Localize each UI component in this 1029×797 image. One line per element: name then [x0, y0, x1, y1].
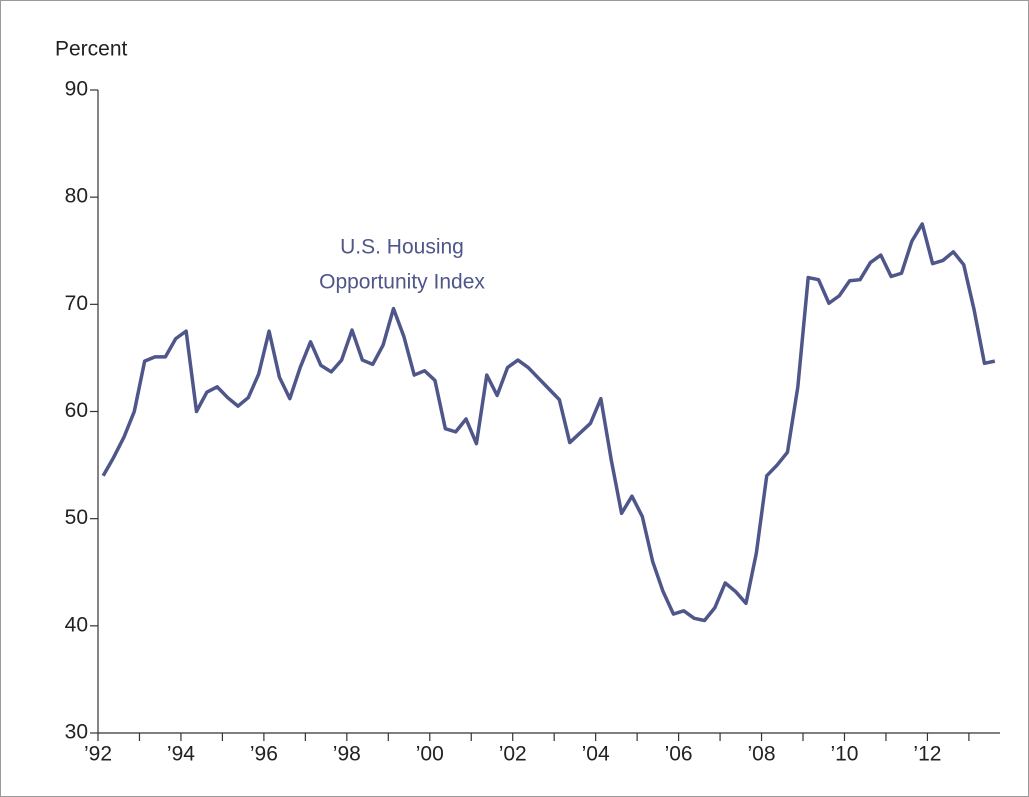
x-tick-label: ’06	[665, 743, 693, 766]
x-tick-label: ’10	[830, 743, 858, 766]
x-tick-label: ’98	[333, 743, 361, 766]
x-tick-label: ’02	[499, 743, 527, 766]
data-line	[101, 222, 996, 623]
y-tick-label: 90	[65, 78, 88, 101]
x-tick-label: ’94	[167, 743, 195, 766]
annotation: U.S. Housing	[340, 236, 464, 259]
x-tick-label: ’08	[748, 743, 776, 766]
x-tick-label: ’12	[913, 743, 941, 766]
x-tick-label: ’92	[84, 743, 112, 766]
x-tick-label: ’04	[582, 743, 610, 766]
y-axis-label: Percent	[55, 38, 128, 61]
y-tick-label: 40	[65, 613, 88, 636]
x-tick-label: ’00	[416, 743, 444, 766]
y-tick-label: 50	[65, 506, 88, 529]
annotation: Opportunity Index	[319, 271, 485, 294]
x-tick-label: ’96	[250, 743, 278, 766]
y-tick-label: 80	[65, 185, 88, 208]
y-tick-label: 30	[65, 721, 88, 744]
y-tick-label: 70	[65, 292, 88, 315]
y-tick-label: 60	[65, 399, 88, 422]
